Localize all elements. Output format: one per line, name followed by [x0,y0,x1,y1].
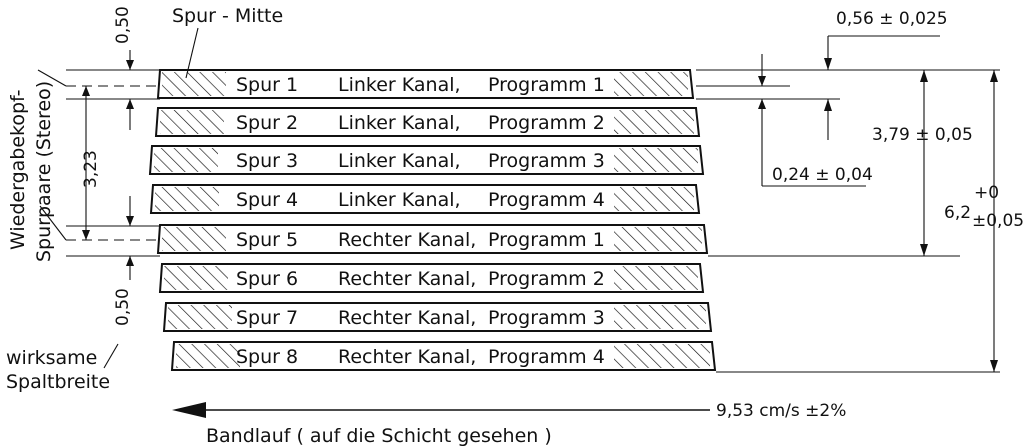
hatch-right [614,305,706,329]
hatch-left [164,266,228,290]
program-label: Programm 3 [488,307,605,329]
hatch-left [176,344,240,368]
program-label: Programm 2 [488,268,605,290]
channel-label: Rechter Kanal, [338,346,476,368]
dim-tape-tol-upper: +0 [974,183,999,203]
dim-tape-tol-lower: ±0,05 [972,211,1024,231]
hatch-right [614,72,688,96]
head-pairs-label-1: Wiedergabekopf- [7,89,29,250]
track-band-outline [162,302,713,332]
hatch-left [162,72,226,96]
effective-gap-label-2: Spaltbreite [6,371,110,393]
program-label: Programm 1 [488,229,605,251]
speed-label: 9,53 cm/s ±2% [716,401,846,421]
track-band: Spur 1 Linker Kanal, Programm 1 [156,69,695,99]
track-band-outline [156,69,695,99]
hatch-left [168,305,232,329]
track-label: Spur 8 [236,346,298,368]
track-label: Spur 1 [236,74,298,96]
dim-track-width: 0,56 ± 0,025 [836,9,948,29]
dim-tape-width: 6,2 [944,203,971,223]
program-label: Programm 3 [488,150,605,172]
track-band: Spur 8 Rechter Kanal, Programm 4 [170,341,717,371]
track-label: Spur 3 [236,150,298,172]
right-dimension-lines [696,35,1000,373]
dim-top-gap: 0,50 [113,6,133,44]
track-label: Spur 7 [236,307,298,329]
track-label: Spur 6 [236,268,298,290]
hatch-right [614,110,694,134]
program-label: Programm 2 [488,112,605,134]
dim-bottom-gap: 0,50 [113,288,133,326]
channel-label: Rechter Kanal, [338,229,476,251]
tape-direction-label: Bandlauf ( auf die Schicht gesehen ) [206,425,552,446]
hatch-left [160,110,224,134]
hatch-left [154,148,218,172]
track-label: Spur 4 [236,189,298,211]
track-label: Spur 2 [236,112,298,134]
effective-gap-label-1: wirksame [6,347,97,369]
channel-label: Rechter Kanal, [338,307,476,329]
track-center-label: Spur - Mitte [172,5,283,27]
tape-direction-arrowhead [172,402,206,418]
program-label: Programm 4 [488,346,605,368]
hatch-right [614,148,698,172]
hatch-left [155,187,219,211]
track-band: Spur 2 Linker Kanal, Programm 2 [154,107,701,137]
hatch-right [614,227,702,251]
hatch-right [614,344,710,368]
program-label: Programm 4 [488,189,605,211]
track-band: Spur 3 Linker Kanal, Programm 3 [148,145,705,175]
program-label: Programm 1 [488,74,605,96]
channel-label: Linker Kanal, [338,74,461,96]
effective-gap-leader [103,343,119,369]
left-dimension-lines [37,50,160,280]
hatch-right [614,266,698,290]
channel-label: Linker Kanal, [338,189,461,211]
track-band: Spur 5 Rechter Kanal, Programm 1 [156,224,709,254]
track-band: Spur 6 Rechter Kanal, Programm 2 [158,263,705,293]
dim-pair-distance: 3,79 ± 0,05 [872,125,973,145]
channel-label: Rechter Kanal, [338,268,476,290]
channel-label: Linker Kanal, [338,112,461,134]
track-center-leader [185,27,199,79]
head-pairs-label-2: Spurpaare (Stereo) [33,81,55,262]
track-band-outline [156,224,709,254]
track-band-outline [170,341,717,371]
channel-label: Linker Kanal, [338,150,461,172]
track-band: Spur 7 Rechter Kanal, Programm 3 [162,302,713,332]
dim-separation: 0,24 ± 0,04 [772,165,873,185]
dim-pair-spacing: 3,23 [81,150,101,188]
track-band: Spur 4 Linker Kanal, Programm 4 [149,184,701,214]
track-band-outline [148,145,705,175]
track-label: Spur 5 [236,229,298,251]
tape-bands: Spur 1 Linker Kanal, Programm 1 Spur 2 Linke… [148,69,717,371]
track-band-outline [158,263,705,293]
track-band-outline [154,107,701,137]
hatch-right [614,187,694,211]
hatch-left [162,227,226,251]
track-band-outline [149,184,701,214]
